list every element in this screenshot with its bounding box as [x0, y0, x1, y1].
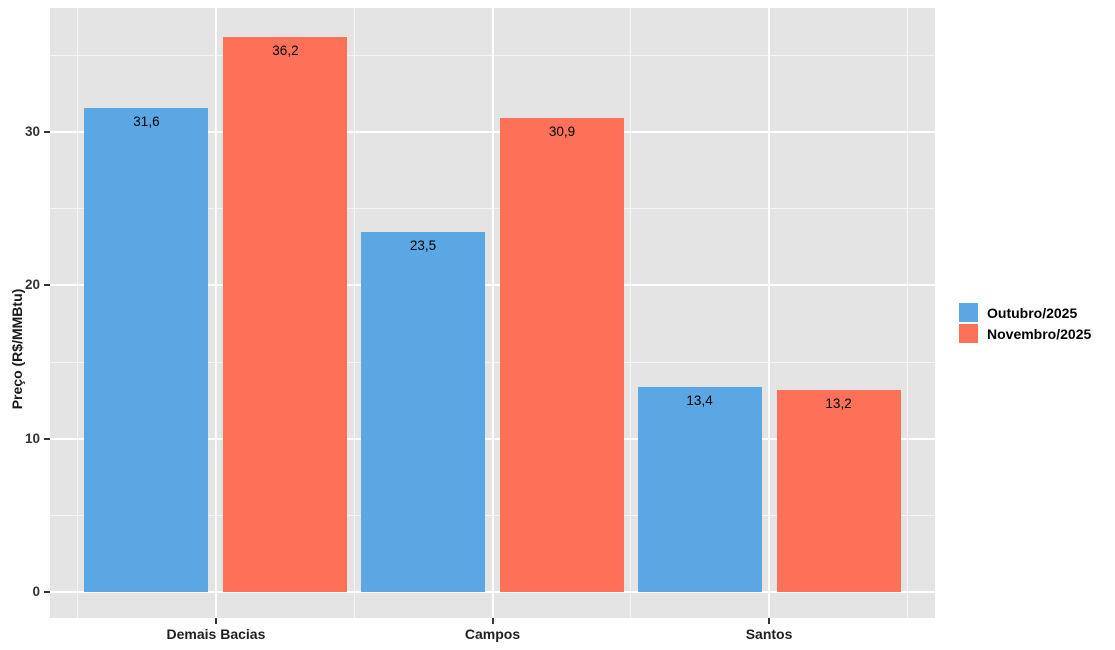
- bar-value-label: 36,2: [272, 43, 299, 59]
- bar-value-label: 31,6: [133, 113, 160, 129]
- bar-value-label: 13,2: [825, 395, 852, 411]
- bar-novembro-2025: [223, 37, 348, 592]
- y-tick-label: 10: [24, 430, 40, 446]
- bar-value-label: 23,5: [409, 237, 437, 253]
- minor-gridline-vertical: [77, 8, 79, 618]
- x-tick-mark: [768, 618, 771, 624]
- bar-novembro-2025: [776, 389, 901, 592]
- minor-gridline-vertical: [630, 8, 632, 618]
- x-tick-label-campos: Campos: [464, 626, 521, 642]
- y-tick-label: 20: [24, 277, 40, 293]
- legend-swatch-icon: [959, 324, 978, 343]
- legend-label: Novembro/2025: [987, 325, 1092, 342]
- y-tick-mark: [44, 131, 50, 134]
- major-gridline-vertical: [214, 8, 217, 618]
- bar-value-label: 30,9: [548, 124, 576, 140]
- y-tick-mark: [44, 284, 50, 287]
- minor-gridline-vertical: [906, 8, 908, 618]
- x-tick-label-demais-bacias: Demais Bacias: [166, 626, 266, 642]
- y-tick-label: 0: [32, 584, 40, 599]
- x-tick-mark: [491, 618, 494, 624]
- bar-outubro-2025: [361, 231, 485, 592]
- x-tick-label-santos: Santos: [745, 626, 793, 642]
- y-tick-label: 30: [24, 124, 40, 140]
- plot-panel: 31,6 36,2 23,5 30,9 13,4 13,2: [50, 8, 935, 618]
- x-tick-mark: [214, 618, 217, 624]
- y-tick-mark: [44, 591, 50, 593]
- legend-item-outubro-2025: Outubro/2025: [959, 303, 1091, 322]
- legend: Outubro/2025 Novembro/2025: [959, 303, 1091, 345]
- legend-item-novembro-2025: Novembro/2025: [959, 324, 1091, 343]
- legend-label: Outubro/2025: [987, 304, 1078, 321]
- bar-outubro-2025: [84, 107, 209, 592]
- y-tick-mark: [44, 437, 50, 440]
- bar-value-label: 13,4: [686, 392, 713, 408]
- legend-swatch-icon: [959, 303, 978, 322]
- y-axis-title: Preço (R$/MMBtu): [9, 288, 25, 410]
- minor-gridline-vertical: [353, 8, 355, 618]
- bar-outubro-2025: [637, 386, 762, 592]
- bar-novembro-2025: [500, 118, 624, 592]
- major-gridline-vertical: [768, 8, 771, 618]
- major-gridline-vertical: [491, 8, 494, 618]
